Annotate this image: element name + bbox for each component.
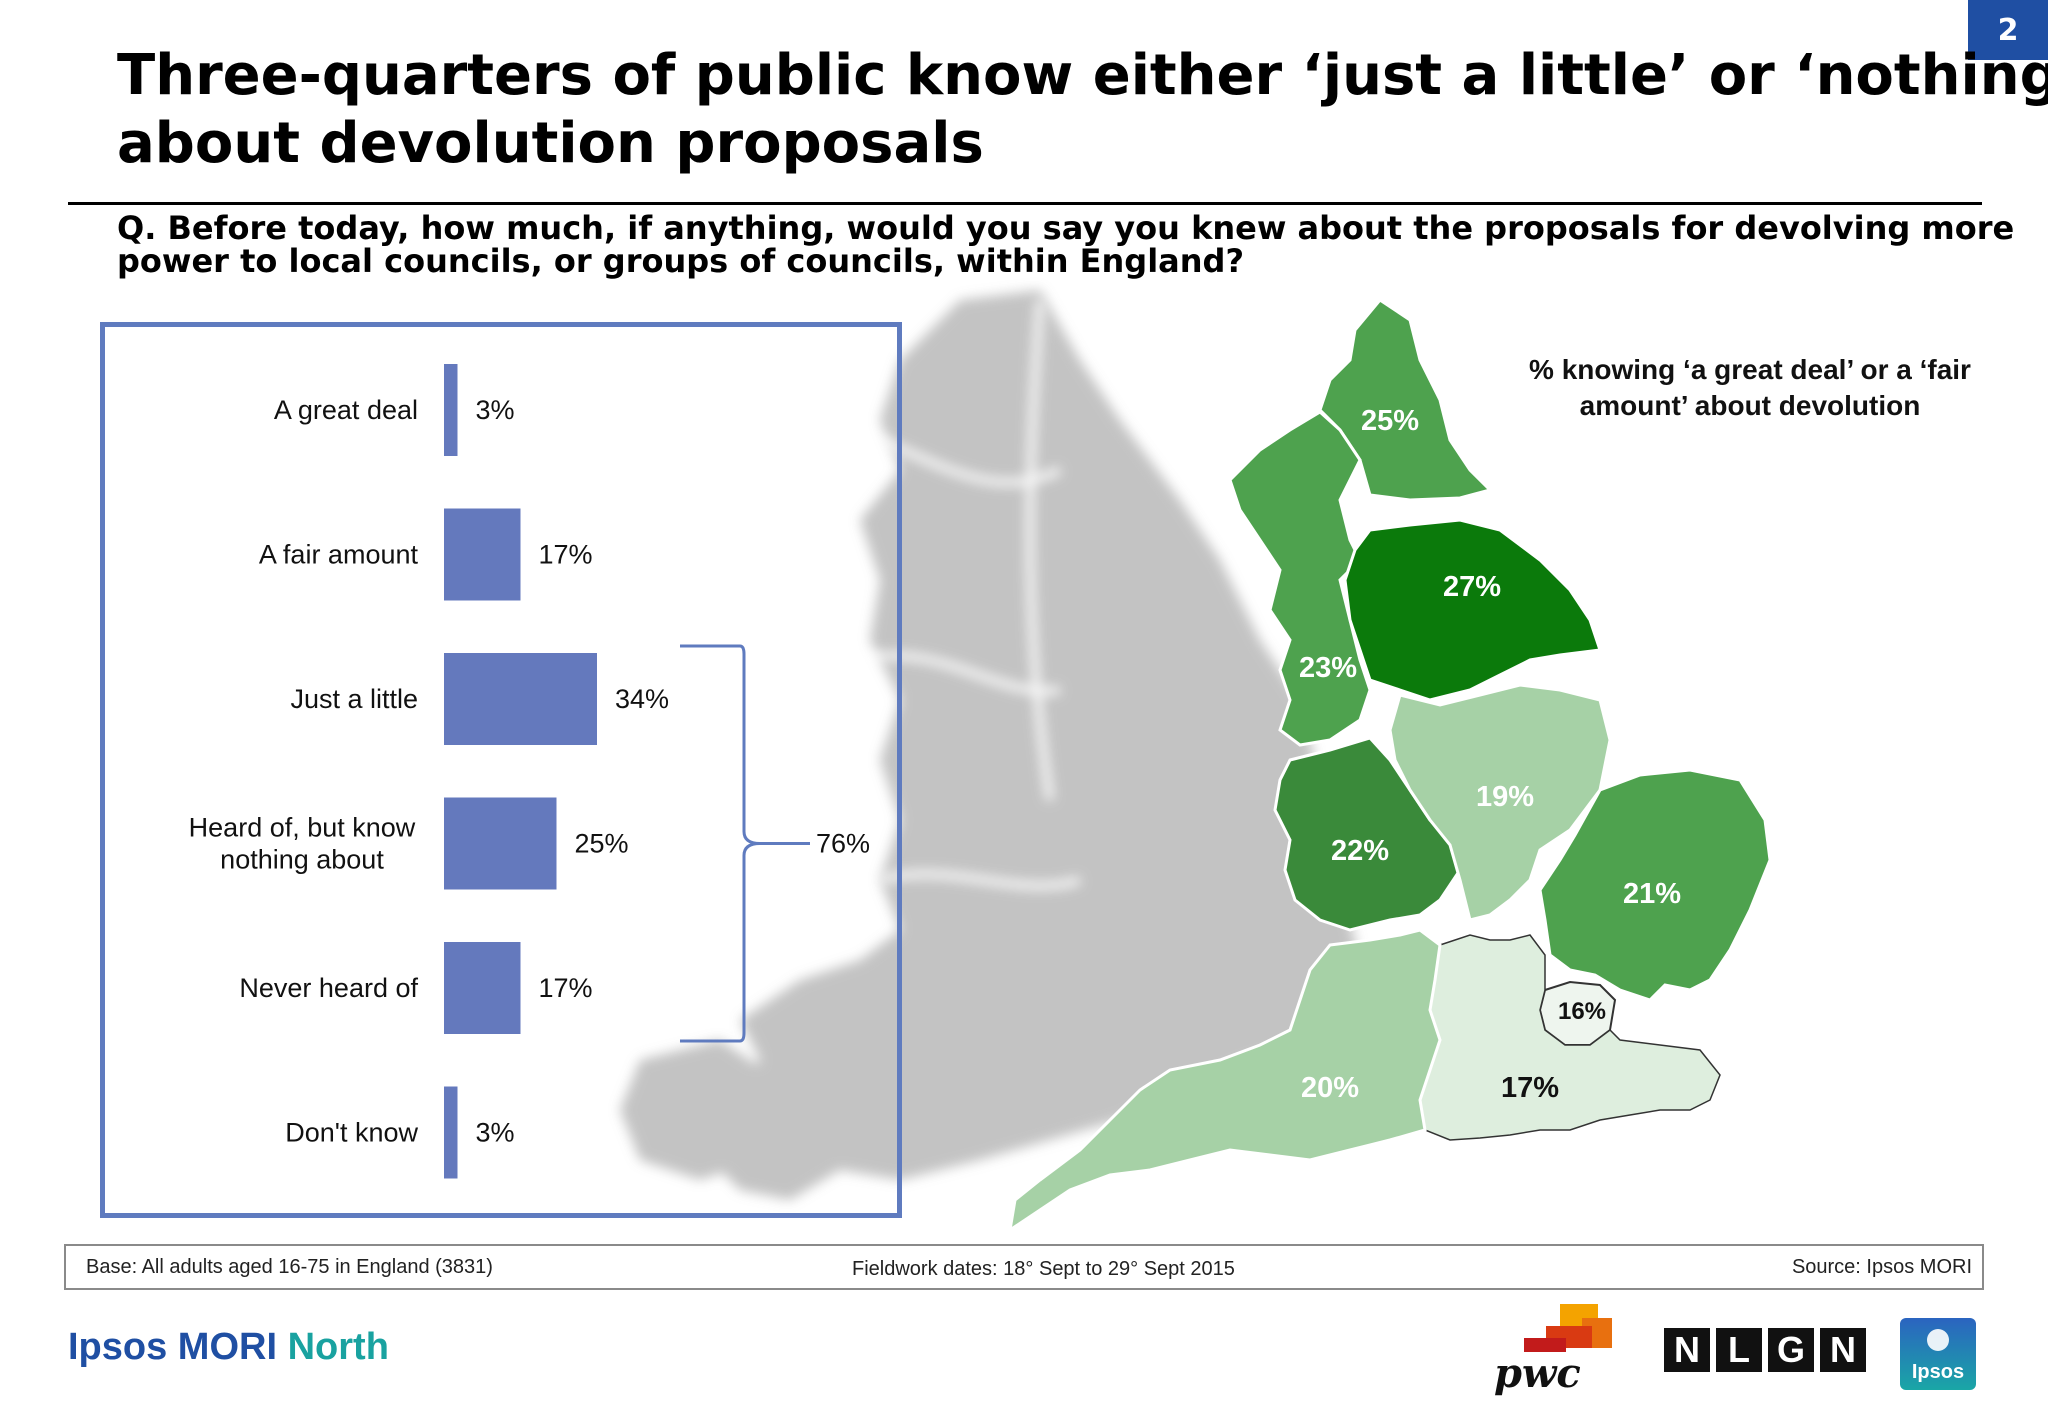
category-label: Heard of, but know: [189, 813, 416, 843]
region-borders-background: [859, 299, 1082, 890]
footer-fieldwork: Fieldwork dates: 18° Sept to 29° Sept 20…: [852, 1258, 1235, 1280]
north-logo-text: North: [287, 1326, 389, 1368]
region-yorkshire: [1343, 518, 1603, 702]
map-region-value-label: 23%: [1299, 652, 1357, 684]
category-label: Just a little: [290, 684, 418, 714]
nlgn-letter: L: [1716, 1328, 1762, 1372]
nlgn-letter: N: [1664, 1328, 1710, 1372]
bar-value-label: 17%: [539, 973, 593, 1003]
category-label: nothing about: [220, 845, 384, 875]
footer-base: Base: All adults aged 16-75 in England (…: [86, 1256, 493, 1278]
background-map-silhouette: [620, 290, 1360, 1200]
bar: [444, 364, 458, 456]
nlgn-letter: G: [1768, 1328, 1814, 1372]
bar-chart-frame: [100, 322, 902, 1218]
map-region-value-label: 17%: [1501, 1072, 1559, 1104]
map-region-value-label: 21%: [1623, 878, 1681, 910]
survey-question: Q. Before today, how much, if anything, …: [117, 209, 2015, 280]
footer-source: Source: Ipsos MORI: [1791, 1256, 1972, 1278]
region-south-west: [1007, 928, 1442, 1234]
bar: [444, 653, 597, 745]
region-north-east: [1318, 298, 1493, 502]
bar-value-label: 25%: [575, 829, 629, 859]
survey-question-line-2: power to local councils, or groups of co…: [117, 242, 1245, 280]
ipsos-logo-mark: [1927, 1329, 1949, 1351]
bar: [444, 508, 521, 601]
bar-value-label: 3%: [476, 1118, 515, 1148]
category-label: Never heard of: [239, 973, 418, 1003]
category-label: Don't know: [285, 1118, 418, 1148]
pwc-logo: pwc: [1490, 1300, 1625, 1410]
ipsos-mori-north-logo: Ipsos MORI North: [68, 1326, 389, 1369]
map-region-value-label: 16%: [1558, 998, 1606, 1025]
map-region-value-label: 20%: [1301, 1072, 1359, 1104]
bar: [444, 1086, 458, 1179]
slide-title-line-2: about devolution proposals: [117, 111, 984, 176]
page-number: 2: [1968, 0, 2048, 60]
category-label: A fair amount: [259, 540, 419, 570]
nlgn-logo: N L G N: [1664, 1328, 1866, 1372]
pwc-logo-text: pwc: [1494, 1350, 1581, 1397]
bar: [444, 942, 521, 1034]
pwc-logo-mark: [1524, 1304, 1612, 1352]
region-east-of-england: [1538, 768, 1772, 1002]
region-west-midlands: [1273, 736, 1462, 932]
survey-question-line-1: Q. Before today, how much, if anything, …: [117, 209, 2015, 247]
ipsos-mori-logo-text: Ipsos MORI: [68, 1326, 278, 1368]
slide-title-line-1: Three-quarters of public know either ‘ju…: [117, 43, 2048, 108]
bar-value-label: 34%: [615, 684, 669, 714]
bar-value-label: 17%: [539, 540, 593, 570]
title-rule: [68, 202, 1982, 205]
map-region-value-label: 25%: [1361, 405, 1419, 437]
ipsos-logo: Ipsos: [1900, 1318, 1976, 1390]
map-region-value-label: 27%: [1443, 571, 1501, 603]
slide-title: Three-quarters of public know either ‘ju…: [117, 42, 2048, 178]
ipsos-logo-text: Ipsos: [1911, 1361, 1965, 1383]
total-bracket-label: 76%: [816, 829, 870, 859]
bar: [444, 797, 557, 890]
region-east-midlands: [1388, 683, 1612, 922]
bar-value-label: 3%: [476, 395, 515, 425]
nlgn-letter: N: [1820, 1328, 1866, 1372]
map-region-value-label: 22%: [1331, 835, 1389, 867]
total-bracket: [680, 644, 810, 1043]
map-value-labels: 25% 23% 27% 22% 19% 21% 16% 17% 20%: [1299, 405, 1681, 1104]
map-legend-line-2: amount’ about devolution: [1579, 390, 1921, 421]
footer-box: Base: All adults aged 16-75 in England (…: [64, 1244, 1984, 1290]
map-region-value-label: 19%: [1476, 781, 1534, 813]
map-legend: % knowing ‘a great deal’ or a ‘fair amou…: [1500, 352, 2000, 424]
category-label: A great deal: [274, 395, 418, 425]
map-legend-line-1: % knowing ‘a great deal’ or a ‘fair: [1529, 354, 1971, 385]
region-north-west: [1228, 410, 1372, 747]
